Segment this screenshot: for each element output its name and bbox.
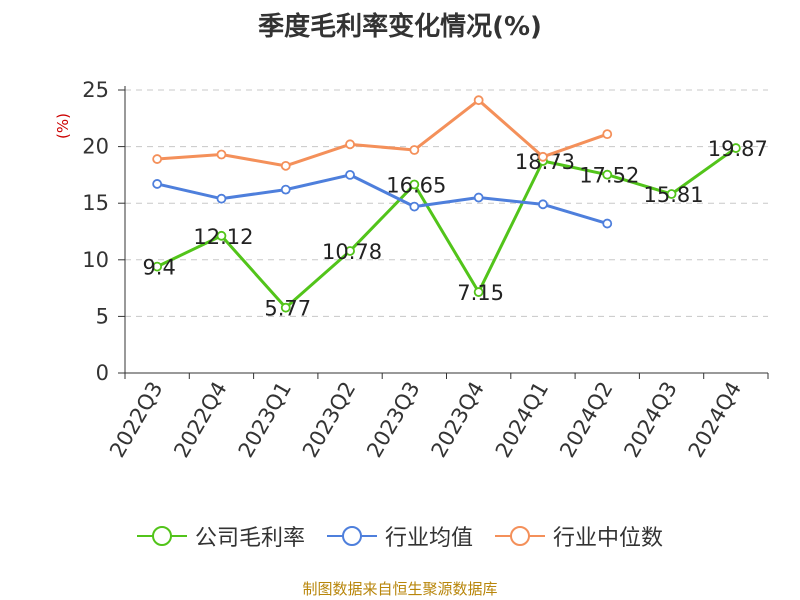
data-point-0 (730, 143, 741, 153)
legend-marker-company (136, 526, 187, 546)
legend-item-industry-mean[interactable]: 行业均值 (326, 520, 473, 552)
data-point-0 (602, 169, 613, 180)
data-point-1 (409, 201, 420, 212)
data-label: 7.15 (457, 281, 504, 305)
data-point-0 (280, 302, 291, 313)
series-line-0 (156, 146, 737, 310)
legend: 公司毛利率 行业均值 行业中位数 (0, 520, 800, 552)
x-tick-label: 2024Q4 (684, 378, 746, 462)
data-point-2 (538, 151, 548, 162)
data-point-0 (216, 230, 227, 241)
x-tick-label: 2022Q3 (105, 378, 167, 462)
x-tick-label: 2023Q1 (234, 378, 296, 462)
data-point-0 (666, 189, 677, 199)
x-tick-label: 2024Q1 (491, 378, 553, 462)
x-tick-label: 2023Q4 (427, 378, 489, 462)
data-point-0 (409, 179, 420, 190)
data-point-1 (152, 179, 163, 189)
y-tick-label: 15 (82, 191, 109, 215)
data-point-2 (409, 145, 420, 155)
data-point-0 (473, 287, 484, 297)
series-line-1 (156, 173, 608, 226)
data-point-0 (345, 246, 355, 256)
data-point-0 (152, 261, 163, 272)
data-point-1 (602, 218, 613, 229)
data-label: 9.4 (142, 256, 175, 280)
data-point-2 (152, 154, 163, 164)
data-point-2 (473, 95, 484, 106)
legend-label-industry-median: 行业中位数 (553, 526, 664, 551)
data-point-1 (345, 169, 355, 180)
y-tick-label: 10 (82, 248, 109, 272)
x-tick-label: 2024Q3 (619, 378, 681, 462)
legend-marker-industry-mean (326, 526, 377, 546)
y-tick-label: 5 (96, 304, 109, 328)
source-note: 制图数据来自恒生聚源数据库 (302, 580, 498, 598)
data-point-1 (473, 192, 484, 203)
data-label: 15.81 (643, 183, 703, 207)
data-point-2 (602, 129, 613, 140)
data-point-1 (538, 199, 548, 210)
data-label: 17.52 (579, 164, 639, 188)
data-label: 10.78 (322, 240, 382, 264)
legend-marker-industry-median (495, 526, 545, 546)
x-tick-label: 2022Q4 (169, 378, 231, 462)
legend-item-company[interactable]: 公司毛利率 (136, 520, 305, 552)
x-tick-label: 2023Q2 (298, 378, 360, 462)
legend-label-industry-mean: 行业均值 (384, 526, 473, 551)
legend-label-company: 公司毛利率 (194, 526, 305, 551)
y-tick-label: 25 (82, 78, 109, 102)
data-point-2 (216, 149, 227, 160)
series-line-2 (157, 98, 608, 168)
x-tick-label: 2024Q2 (555, 378, 617, 462)
x-tick-label: 2023Q3 (362, 378, 424, 462)
data-point-1 (280, 184, 291, 195)
y-tick-label: 20 (82, 135, 109, 159)
data-label: 16.65 (386, 174, 446, 198)
data-point-2 (280, 160, 291, 171)
data-point-2 (345, 139, 355, 150)
data-label: 5.77 (264, 297, 311, 321)
chart-title: 季度毛利率变化情况(%) (258, 12, 542, 42)
y-axis-label: (%) (54, 113, 72, 139)
y-tick-label: 0 (96, 361, 109, 385)
data-label: 19.87 (708, 137, 768, 161)
data-label: 12.12 (193, 225, 253, 249)
legend-item-industry-median[interactable]: 行业中位数 (495, 520, 663, 552)
data-point-1 (216, 193, 227, 204)
